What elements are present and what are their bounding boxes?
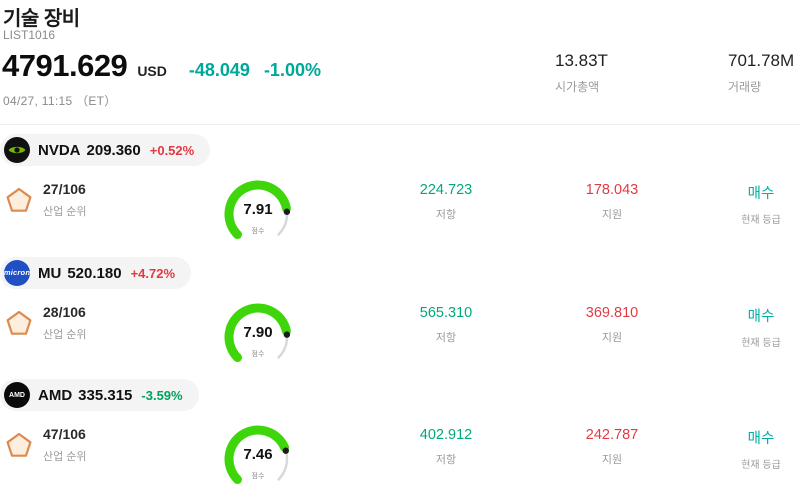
resistance-label: 저항 bbox=[435, 332, 457, 344]
rating-label: 현재 등급 bbox=[741, 215, 781, 226]
industry-rank-label: 산업 순위 bbox=[43, 329, 87, 341]
resistance-label: 저항 bbox=[435, 454, 457, 466]
stock-row-nvda: NVDA 209.360 +0.52% 27/106 산업 순위 7.91 점수… bbox=[0, 134, 800, 256]
support-value: 369.810 bbox=[585, 305, 639, 321]
index-price-line: 4791.629 USD -48.049 -1.00% bbox=[2, 48, 321, 84]
market-cap-label: 시가총액 bbox=[555, 80, 600, 94]
score-value: 7.46 bbox=[243, 446, 273, 463]
support-label: 지원 bbox=[601, 454, 623, 466]
stock-pill-mu[interactable]: micron MU 520.180 +4.72% bbox=[0, 257, 192, 289]
support-value: 242.787 bbox=[585, 427, 639, 443]
quote-datetime: 04/27, 11:15 （ET） bbox=[3, 94, 117, 108]
industry-rank-block: 27/106 산업 순위 bbox=[4, 181, 87, 219]
score-label: 점수 bbox=[251, 473, 265, 480]
stock-change: +4.72% bbox=[130, 265, 176, 281]
resistance-value: 565.310 bbox=[419, 305, 473, 321]
page-title: 기술 장비 bbox=[3, 8, 80, 30]
row-content: 27/106 산업 순위 7.91 점수 224.723 저항 178.043 … bbox=[0, 178, 800, 256]
stock-pill-nvda[interactable]: NVDA 209.360 +0.52% bbox=[0, 134, 211, 166]
pentagon-radar-icon bbox=[4, 430, 34, 460]
score-gauge: 7.90 점수 bbox=[216, 301, 300, 365]
stock-row-amd: AMD AMD 335.315 -3.59% 47/106 산업 순위 7.46… bbox=[0, 379, 800, 501]
score-label: 점수 bbox=[251, 228, 265, 235]
nvda-logo-icon bbox=[4, 137, 30, 163]
pentagon-radar-icon bbox=[4, 308, 34, 338]
rating-value: 매수 bbox=[747, 431, 775, 447]
support-value: 178.043 bbox=[585, 182, 639, 198]
resistance-value: 224.723 bbox=[419, 182, 473, 198]
micron-logo-text: micron bbox=[4, 268, 30, 278]
index-change-pct: -1.00% bbox=[263, 60, 321, 80]
amd-logo-icon: AMD bbox=[4, 382, 30, 408]
stock-change: +0.52% bbox=[149, 142, 195, 158]
row-content: 28/106 산업 순위 7.90 점수 565.310 저항 369.810 … bbox=[0, 301, 800, 379]
resistance-block: 565.310 저항 bbox=[366, 305, 526, 345]
rating-value: 매수 bbox=[747, 186, 775, 202]
rating-label: 현재 등급 bbox=[741, 338, 781, 349]
pentagon-radar-icon bbox=[4, 185, 34, 215]
stock-price: 520.180 bbox=[67, 264, 122, 282]
list-id: LIST1016 bbox=[3, 28, 56, 42]
volume-stat: 701.78M 거래량 bbox=[728, 51, 794, 95]
score-gauge: 7.46 점수 bbox=[216, 423, 300, 487]
score-value: 7.91 bbox=[243, 201, 273, 218]
support-label: 지원 bbox=[601, 332, 623, 344]
resistance-block: 402.912 저항 bbox=[366, 427, 526, 467]
stock-price: 209.360 bbox=[86, 141, 141, 159]
stock-price: 335.315 bbox=[78, 386, 133, 404]
ticker: NVDA bbox=[38, 141, 81, 159]
row-content: 47/106 산업 순위 7.46 점수 402.912 저항 242.787 … bbox=[0, 423, 800, 501]
score-gauge: 7.91 점수 bbox=[216, 178, 300, 242]
market-cap-stat: 13.83T 시가총액 bbox=[555, 51, 608, 95]
stock-pill-amd[interactable]: AMD AMD 335.315 -3.59% bbox=[0, 379, 199, 411]
index-change-abs: -48.049 bbox=[188, 60, 250, 80]
industry-rank-block: 47/106 산업 순위 bbox=[4, 426, 87, 464]
header-divider bbox=[0, 124, 800, 125]
industry-rank-label: 산업 순위 bbox=[43, 451, 87, 463]
support-block: 178.043 지원 bbox=[532, 182, 692, 222]
rating-value: 매수 bbox=[747, 309, 775, 325]
resistance-label: 저항 bbox=[435, 209, 457, 221]
support-block: 242.787 지원 bbox=[532, 427, 692, 467]
industry-rank-value: 47/106 bbox=[43, 426, 86, 442]
support-block: 369.810 지원 bbox=[532, 305, 692, 345]
industry-rank-value: 27/106 bbox=[43, 181, 86, 197]
micron-logo-icon: micron bbox=[4, 260, 30, 286]
stock-row-mu: micron MU 520.180 +4.72% 28/106 산업 순위 7.… bbox=[0, 257, 800, 379]
market-cap-value: 13.83T bbox=[555, 51, 608, 70]
amd-logo-text: AMD bbox=[9, 391, 25, 399]
score-gauge-arc bbox=[224, 180, 291, 240]
score-gauge-arc bbox=[224, 303, 291, 363]
currency-label: USD bbox=[137, 63, 167, 79]
rating-block: 매수 현재 등급 bbox=[722, 305, 800, 349]
industry-rank-block: 28/106 산업 순위 bbox=[4, 304, 87, 342]
rating-block: 매수 현재 등급 bbox=[722, 182, 800, 226]
score-gauge-arc bbox=[224, 425, 290, 485]
industry-rank-label: 산업 순위 bbox=[43, 206, 87, 218]
stock-change: -3.59% bbox=[141, 387, 183, 403]
ticker: AMD bbox=[38, 386, 73, 404]
volume-label: 거래량 bbox=[728, 80, 762, 94]
index-price: 4791.629 bbox=[2, 48, 128, 83]
score-label: 점수 bbox=[251, 351, 265, 358]
support-label: 지원 bbox=[601, 209, 623, 221]
score-value: 7.90 bbox=[243, 324, 273, 341]
rating-label: 현재 등급 bbox=[741, 460, 781, 471]
volume-value: 701.78M bbox=[728, 51, 795, 70]
resistance-value: 402.912 bbox=[419, 427, 473, 443]
industry-rank-value: 28/106 bbox=[43, 304, 86, 320]
resistance-block: 224.723 저항 bbox=[366, 182, 526, 222]
rating-block: 매수 현재 등급 bbox=[722, 427, 800, 471]
ticker: MU bbox=[38, 264, 62, 282]
